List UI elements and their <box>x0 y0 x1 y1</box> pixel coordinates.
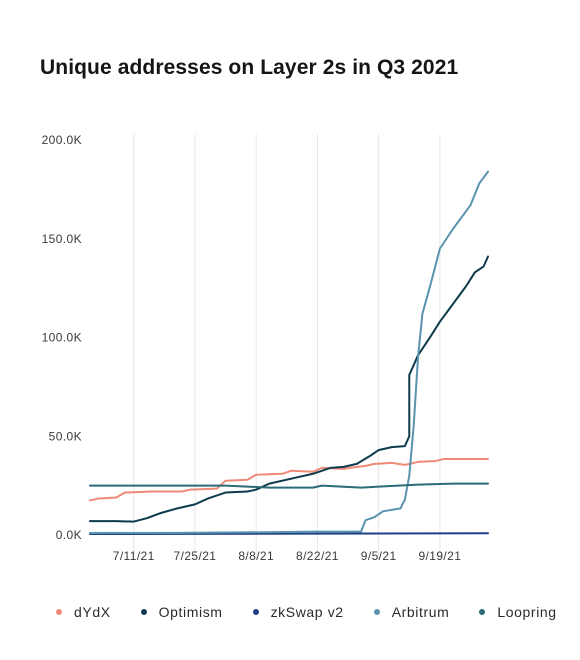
legend-dot-icon <box>373 609 380 615</box>
grid-lines <box>133 134 441 561</box>
x-tick-label: 8/22/21 <box>296 549 339 563</box>
legend-label: zkSwap v2 <box>270 604 344 620</box>
series-line-optimism <box>89 255 489 523</box>
y-tick-label: 50.0K <box>49 429 82 443</box>
x-tick-label: 9/5/21 <box>361 549 397 563</box>
legend-dot-icon <box>479 609 486 615</box>
legend-label: Arbitrum <box>391 604 450 620</box>
series-line-loopring <box>89 482 489 489</box>
series-lines <box>89 170 489 536</box>
y-tick-label: 0.0K <box>56 528 82 542</box>
legend-item-zkswap-v2: zkSwap v2 <box>252 604 344 620</box>
legend-label: Loopring <box>497 604 557 620</box>
chart-legend: dYdX Optimism zkSwap v2 Arbitrum Loopring <box>56 604 557 620</box>
y-tick-label: 200.0K <box>42 133 82 147</box>
legend-item-dydx: dYdX <box>56 604 111 620</box>
legend-item-loopring: Loopring <box>479 604 556 620</box>
series-line-zkswap-v2 <box>89 532 489 536</box>
legend-item-arbitrum: Arbitrum <box>373 604 450 620</box>
x-tick-label: 8/8/21 <box>238 549 274 563</box>
y-tick-label: 150.0K <box>42 232 82 246</box>
axis-labels: 7/11/21 7/25/21 8/8/21 8/22/21 9/5/21 9/19/21… <box>42 133 461 563</box>
legend-label: Optimism <box>158 604 223 620</box>
legend-dot-icon <box>56 609 62 615</box>
series-line-dydx <box>89 457 489 502</box>
legend-label: dYdX <box>74 604 111 620</box>
x-tick-label: 7/25/21 <box>174 549 217 563</box>
chart-title: Unique addresses on Layer 2s in Q3 2021 <box>40 56 459 79</box>
y-tick-label: 100.0K <box>42 331 82 345</box>
x-tick-label: 9/19/21 <box>418 549 461 563</box>
series-line-arbitrum <box>89 170 489 535</box>
legend-dot-icon <box>140 609 147 615</box>
legend-item-optimism: Optimism <box>140 604 223 620</box>
x-tick-label: 7/11/21 <box>113 549 155 563</box>
legend-dot-icon <box>252 609 259 615</box>
